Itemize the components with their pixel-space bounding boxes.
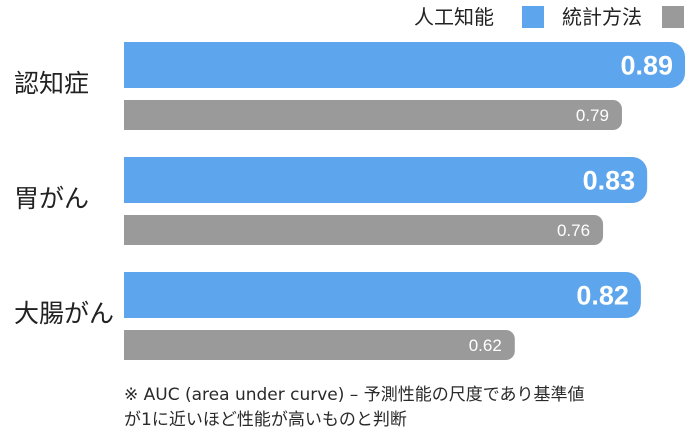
bar-stat-category-3 — [124, 330, 515, 360]
bar-ai-category-3 — [124, 272, 641, 318]
footnote: ※ AUC (area under curve) – 予測性能の尺度であり基準値… — [124, 383, 694, 433]
category-label-2: 胃がん — [14, 184, 89, 213]
category-label-3: 大腸がん — [14, 299, 114, 328]
bar-stat-category-1 — [124, 100, 622, 130]
data-label-stat-category-2: 0.76 — [557, 221, 590, 240]
footnote-line-2: が1に近いほど性能が高いものと判断 — [124, 410, 407, 430]
data-label-ai-category-2: 0.83 — [583, 166, 636, 196]
data-label-stat-category-3: 0.62 — [469, 336, 502, 355]
legend-swatch-2 — [662, 6, 684, 28]
legend-swatch-1 — [522, 6, 544, 28]
footnote-line-1: ※ AUC (area under curve) – 予測性能の尺度であり基準値 — [124, 385, 585, 405]
bar-ai-category-2 — [124, 157, 648, 203]
data-label-ai-category-1: 0.89 — [620, 51, 673, 81]
data-label-ai-category-3: 0.82 — [576, 281, 629, 311]
bar-ai-category-1 — [124, 42, 685, 88]
category-label-1: 認知症 — [14, 69, 89, 98]
bar-stat-category-2 — [124, 215, 604, 245]
bar-chart: 認知症 0.89 0.79 胃がん 0.83 0.76 大腸がん 0.82 0.62 人工知能 統計… — [14, 5, 685, 360]
data-label-stat-category-1: 0.79 — [576, 106, 609, 125]
legend-label-1: 人工知能 — [414, 5, 494, 29]
legend-label-2: 統計方法 — [562, 5, 642, 29]
